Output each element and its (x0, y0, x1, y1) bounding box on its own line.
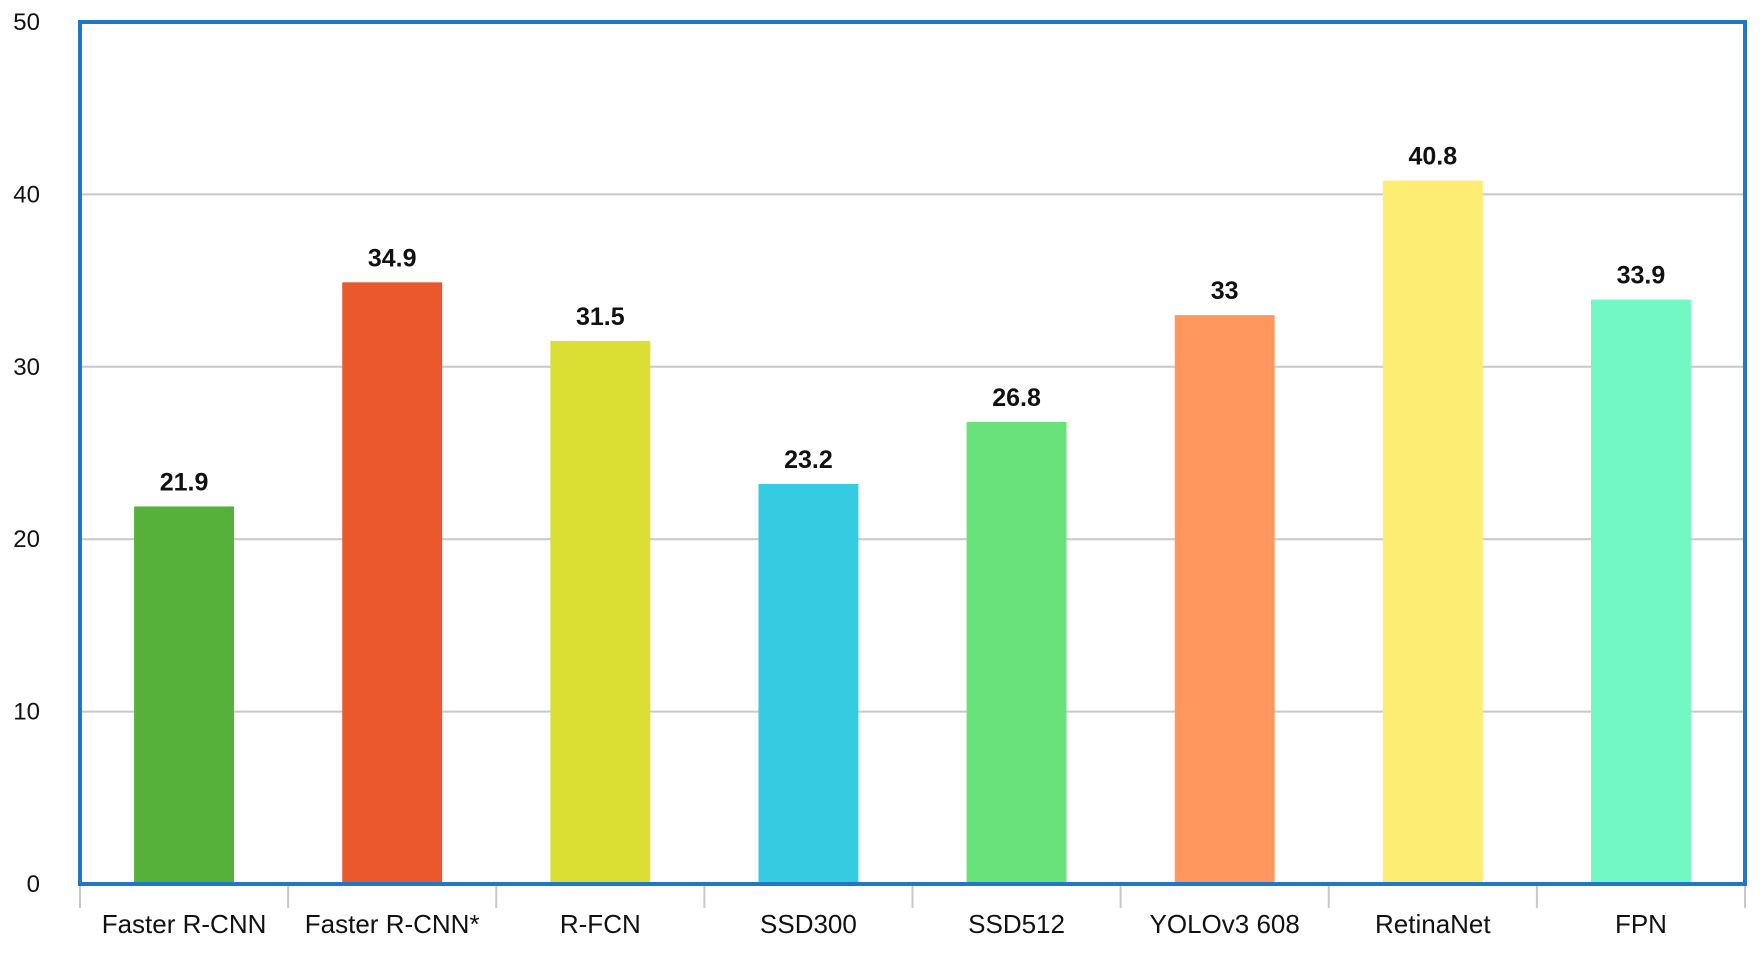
x-category-label: YOLOv3 608 (1150, 909, 1300, 939)
data-label: 26.8 (992, 384, 1041, 412)
y-tick-label: 50 (13, 9, 40, 36)
y-tick-label: 30 (13, 354, 40, 381)
x-category-label: FPN (1615, 909, 1667, 939)
x-category-label: SSD512 (968, 909, 1065, 939)
bar (342, 282, 443, 884)
y-axis-tick-labels: 0 10 20 30 40 50 (13, 9, 40, 898)
x-category-label: SSD300 (760, 909, 857, 939)
bar (1174, 315, 1275, 884)
bar (134, 506, 235, 883)
y-tick-label: 10 (13, 699, 40, 726)
x-category-label: Faster R-CNN (102, 909, 267, 939)
data-label: 21.9 (160, 468, 209, 496)
y-tick-label: 40 (13, 181, 40, 208)
bar (1590, 299, 1691, 884)
x-category-label: RetinaNet (1375, 909, 1491, 939)
x-axis-ticks (79, 886, 1746, 908)
data-label: 34.9 (368, 244, 417, 272)
x-category-label: R-FCN (560, 909, 641, 939)
data-label: 33.9 (1617, 262, 1666, 290)
plot-frame (78, 20, 1747, 886)
bar (966, 421, 1067, 883)
x-axis-category-labels: Faster R-CNN Faster R-CNN* R-FCN SSD300 SSD5… (102, 909, 1667, 939)
data-label: 40.8 (1408, 143, 1457, 171)
data-labels: 21.9 34.9 31.5 23.2 26.8 33 40.8 33.9 (160, 143, 1666, 497)
y-tick-label: 0 (27, 871, 40, 898)
y-tick-label: 20 (13, 526, 40, 553)
data-label: 31.5 (576, 303, 625, 331)
grid-lines (80, 193, 1745, 713)
frame-border (78, 20, 1747, 886)
data-label: 33 (1211, 277, 1239, 305)
bar (1382, 180, 1483, 883)
bars (134, 180, 1691, 884)
x-category-label: Faster R-CNN* (305, 909, 480, 939)
data-label: 23.2 (784, 446, 833, 474)
bar (550, 340, 651, 883)
bar (758, 484, 859, 883)
